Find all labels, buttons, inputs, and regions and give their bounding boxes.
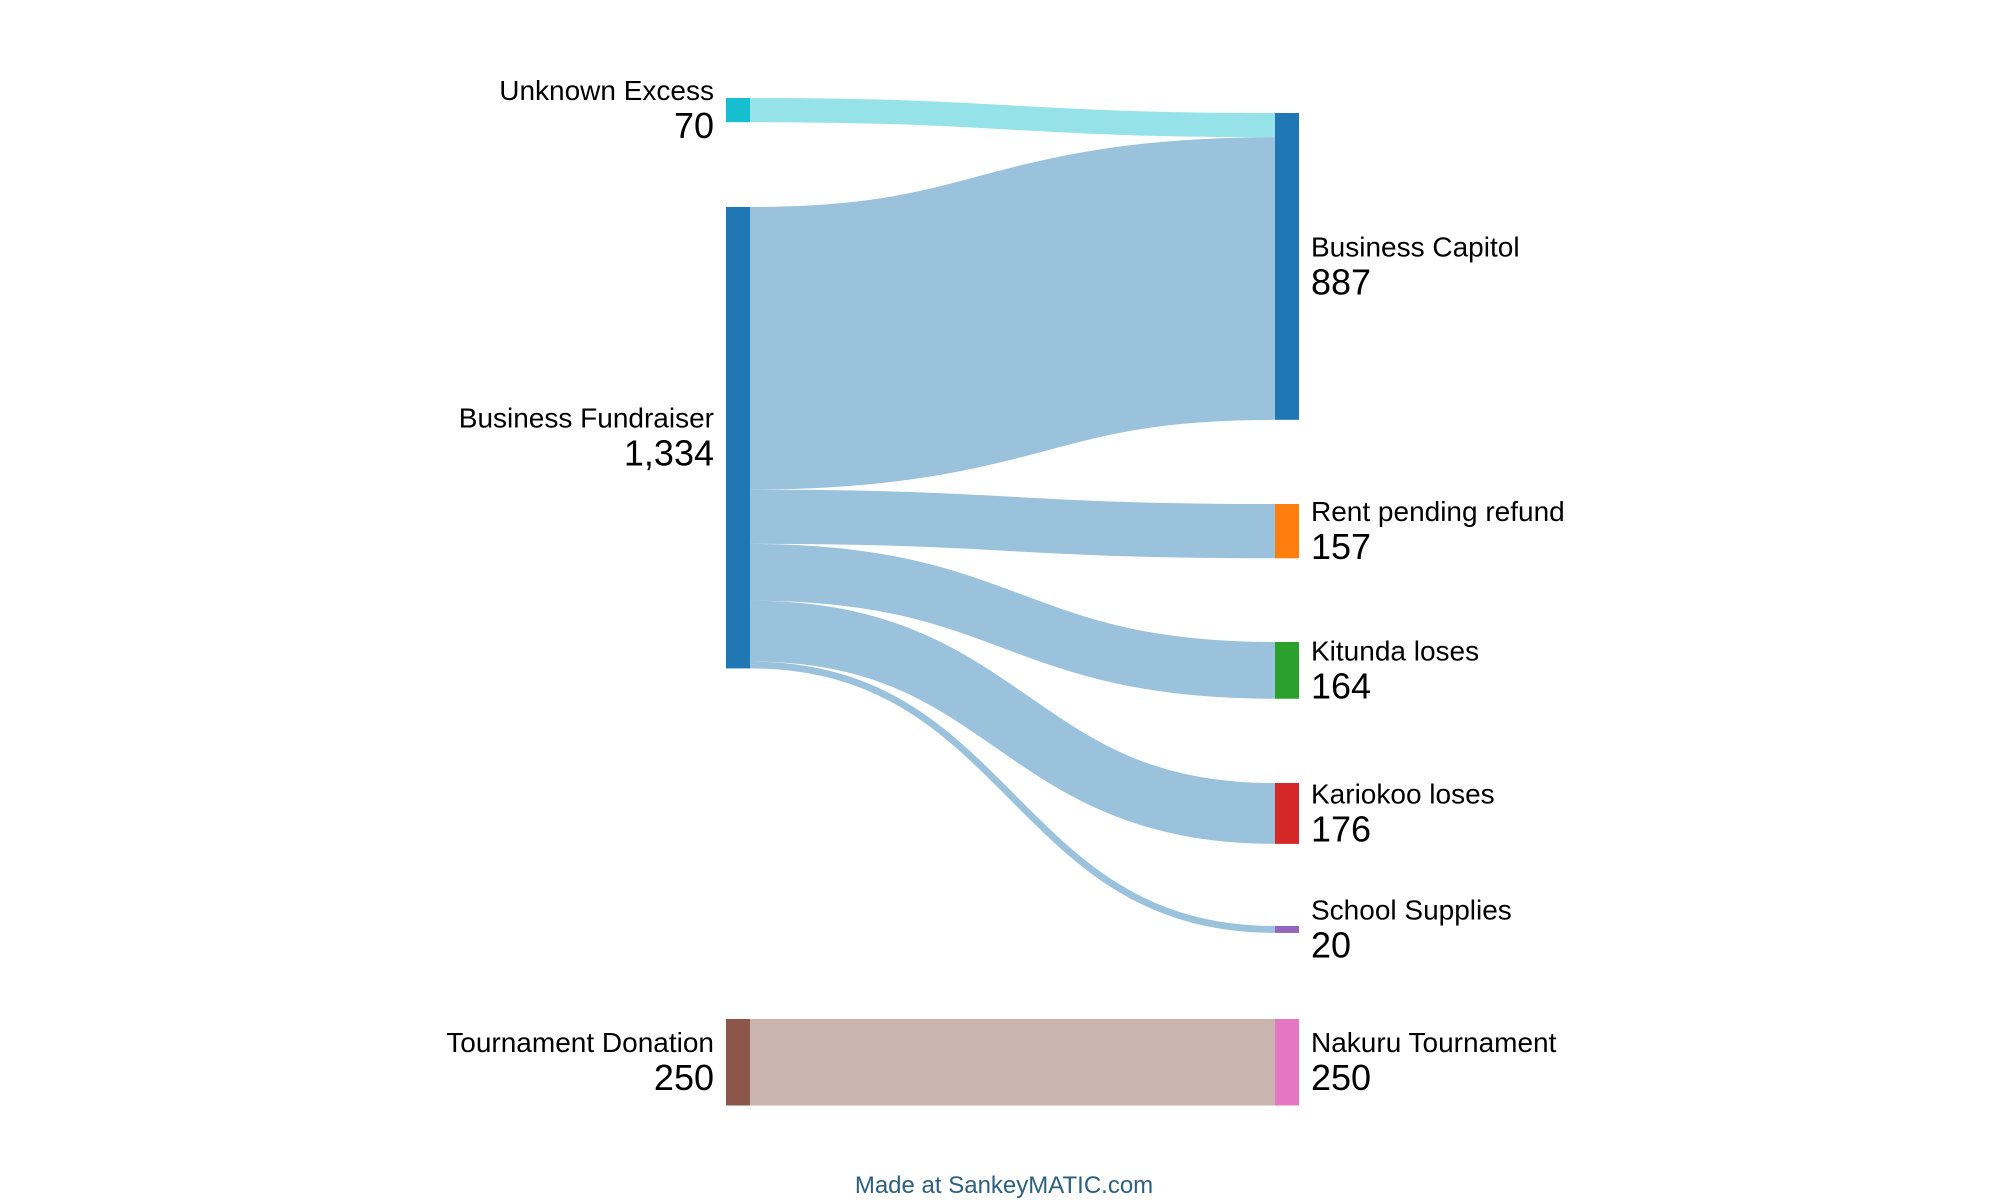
node-kariokoo_loses[interactable] [1275,783,1299,844]
node-rent_pending_refund[interactable] [1275,504,1299,559]
node-label-kitunda_loses: Kitunda loses [1311,635,1479,666]
sankeymatic-credit[interactable]: Made at SankeyMATIC.com [854,1172,1154,1199]
flows-layer [749,97,1276,1106]
node-label-kariokoo_loses: Kariokoo loses [1311,778,1495,809]
node-value-rent_pending_refund: 157 [1311,526,1371,567]
node-value-business_capitol: 887 [1311,261,1371,302]
node-business_fundraiser[interactable] [726,207,750,669]
node-business_capitol[interactable] [1275,113,1299,420]
flow-business_fundraiser-to-kariokoo_loses[interactable] [749,600,1276,844]
node-label-business_capitol: Business Capitol [1311,231,1520,262]
node-label-unknown_excess: Unknown Excess [499,75,714,106]
flow-unknown_excess-to-business_capitol[interactable] [749,97,1276,138]
flow-business_fundraiser-to-school_supplies[interactable] [749,661,1276,933]
node-label-rent_pending_refund: Rent pending refund [1311,496,1565,527]
node-nakuru_tournament[interactable] [1275,1019,1299,1106]
node-kitunda_loses[interactable] [1275,642,1299,699]
node-tournament_donation[interactable] [726,1019,750,1106]
node-value-kitunda_loses: 164 [1311,665,1371,706]
node-value-nakuru_tournament: 250 [1311,1057,1371,1098]
node-label-tournament_donation: Tournament Donation [446,1027,714,1058]
flow-business_fundraiser-to-kitunda_loses[interactable] [749,543,1276,699]
node-unknown_excess[interactable] [726,98,750,123]
node-value-tournament_donation: 250 [654,1057,714,1098]
node-value-school_supplies: 20 [1311,924,1351,965]
node-value-kariokoo_loses: 176 [1311,808,1371,849]
node-label-business_fundraiser: Business Fundraiser [459,403,714,434]
flow-business_fundraiser-to-rent_pending_refund[interactable] [749,489,1276,559]
nodes-layer [726,98,1299,1106]
node-school_supplies[interactable] [1275,926,1299,933]
node-value-unknown_excess: 70 [674,105,714,146]
flow-business_fundraiser-to-business_capitol[interactable] [749,137,1276,490]
node-label-school_supplies: School Supplies [1311,894,1512,925]
node-label-nakuru_tournament: Nakuru Tournament [1311,1027,1557,1058]
node-value-business_fundraiser: 1,334 [624,433,714,474]
